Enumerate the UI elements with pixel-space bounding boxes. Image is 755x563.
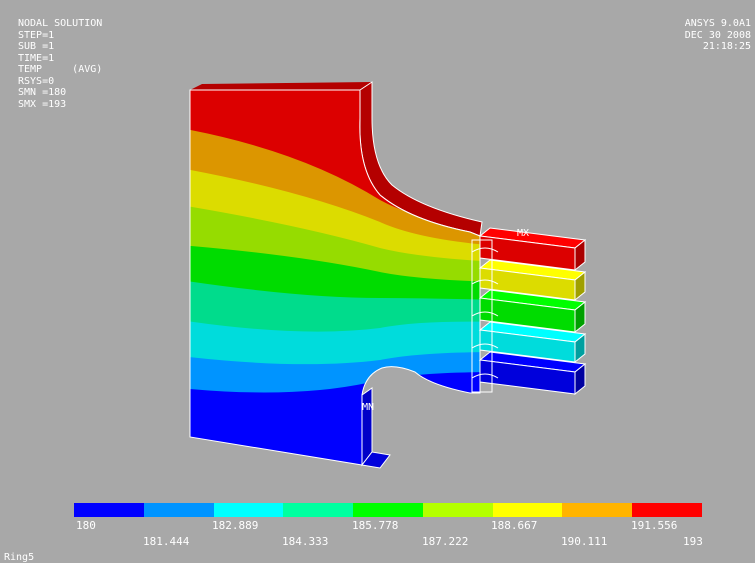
legend-label-10: 193 <box>683 535 703 548</box>
info-rsys: RSYS=0 <box>18 75 55 87</box>
legend-swatch-3 <box>213 503 284 517</box>
solution-info-block: NODAL SOLUTION STEP=1 SUB =1 TIME=1 TEMP… <box>18 18 102 110</box>
contour-plot: MX MN <box>189 81 587 469</box>
legend-swatch-5 <box>353 503 423 517</box>
legend-label-7: 188.667 <box>491 519 538 532</box>
legend-label-1: 180 <box>76 519 96 532</box>
info-step: STEP=1 <box>18 29 55 41</box>
bottom-foot <box>361 387 391 469</box>
min-marker: MN <box>362 402 374 413</box>
contour-face <box>190 90 480 465</box>
version-stamp: ANSYS 9.0A1 DEC 30 2008 21:18:25 <box>685 18 751 53</box>
info-smx: SMX =193 <box>18 98 67 110</box>
legend-label-6: 187.222 <box>422 535 469 548</box>
max-marker: MX <box>517 228 529 239</box>
info-sub: SUB =1 <box>18 41 55 52</box>
legend-label-5: 185.778 <box>352 519 399 532</box>
legend-swatch-9 <box>632 503 703 517</box>
legend-label-4: 184.333 <box>282 535 329 548</box>
legend-swatch-4 <box>283 503 354 517</box>
legend-swatch-8 <box>562 503 633 517</box>
legend-label-2: 181.444 <box>143 535 190 548</box>
legend-swatch-7 <box>492 503 563 517</box>
solution-title: NODAL SOLUTION <box>18 18 103 29</box>
fins <box>478 227 587 396</box>
run-time: 21:18:25 <box>702 41 751 52</box>
info-time: TIME=1 <box>18 52 55 64</box>
run-date: DEC 30 2008 <box>684 29 751 41</box>
legend-swatch-6 <box>422 503 493 517</box>
color-legend-bar <box>74 503 703 517</box>
legend-label-9: 191.556 <box>631 519 678 532</box>
legend-label-8: 190.111 <box>561 535 608 548</box>
product-version: ANSYS 9.0A1 <box>684 18 751 29</box>
legend-swatch-2 <box>143 503 214 517</box>
model-name: Ring5 <box>4 552 35 563</box>
legend-label-3: 182.889 <box>212 519 259 532</box>
info-smn: SMN =180 <box>18 87 67 98</box>
legend-swatch-1 <box>74 503 144 517</box>
groove-column <box>471 239 499 393</box>
info-temp: TEMP (AVG) <box>18 64 103 75</box>
